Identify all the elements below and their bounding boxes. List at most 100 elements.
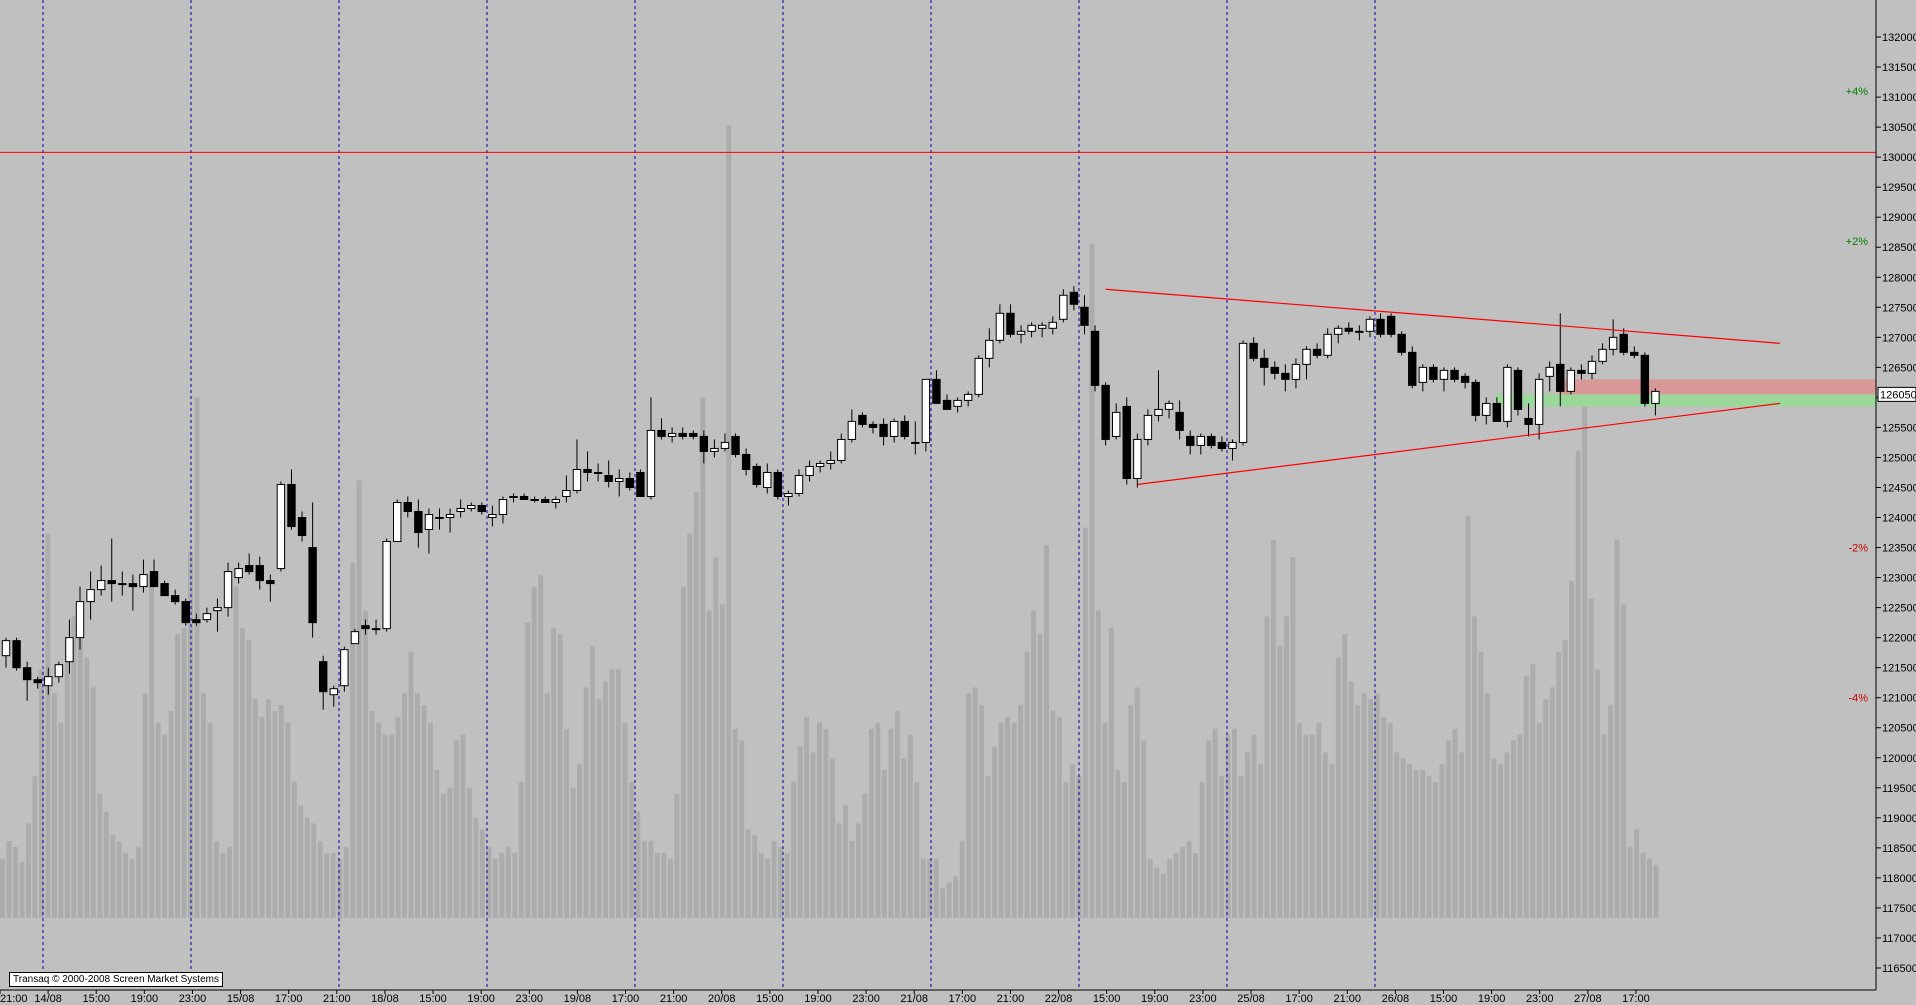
volume-bar xyxy=(849,841,855,918)
candle xyxy=(1608,319,1618,356)
volume-bar xyxy=(641,841,647,918)
x-tick-label: 23:00 xyxy=(1526,993,1554,1005)
green-band xyxy=(1495,394,1876,407)
volume-bar xyxy=(285,722,291,918)
volume-bar xyxy=(291,781,297,918)
candle-body xyxy=(667,432,677,437)
volume-bar xyxy=(953,876,959,918)
volume-bar xyxy=(1309,734,1315,918)
candle xyxy=(551,496,561,509)
volume-bar xyxy=(687,533,693,918)
volume-bar xyxy=(213,841,219,918)
volume-bar xyxy=(531,586,537,918)
volume-bar xyxy=(259,716,265,918)
candle-body xyxy=(572,468,582,491)
x-tick-label: 27/08 xyxy=(1574,993,1602,1005)
candle xyxy=(1524,403,1533,437)
candle xyxy=(646,397,656,500)
volume-bar xyxy=(590,645,596,918)
candle xyxy=(477,502,486,515)
candle-body xyxy=(54,664,64,678)
candle-body xyxy=(118,583,127,586)
candle xyxy=(1101,382,1110,446)
volume-bar xyxy=(706,610,712,918)
y-tick-label: 117000 xyxy=(1882,933,1916,945)
candle-body xyxy=(1111,411,1121,437)
y-tick-label: 130500 xyxy=(1882,122,1916,134)
y-tick-label: 117500 xyxy=(1882,903,1916,915)
y-tick-label: 128500 xyxy=(1882,242,1916,254)
candle-body xyxy=(1101,384,1110,440)
candle xyxy=(44,667,53,695)
volume-bar xyxy=(265,699,271,918)
candle-body xyxy=(1471,381,1480,416)
candle-body xyxy=(1492,402,1502,422)
candle xyxy=(1460,373,1470,389)
volume-bar xyxy=(239,628,245,918)
day-separators xyxy=(42,0,1376,990)
volume-bar xyxy=(499,852,505,918)
y-tick-label: 124000 xyxy=(1882,513,1916,525)
volume-bar xyxy=(1484,693,1490,918)
volume-bar xyxy=(797,746,803,918)
candle xyxy=(1037,322,1047,338)
candle xyxy=(763,463,772,494)
candle-body xyxy=(223,571,233,609)
volume-bar xyxy=(881,770,887,918)
candle-body xyxy=(1513,369,1523,410)
volume-bar xyxy=(888,728,894,918)
candle-body xyxy=(868,423,878,428)
volume-bar xyxy=(1575,450,1581,918)
volume-bar xyxy=(1322,752,1328,918)
volume-bar xyxy=(1588,598,1594,918)
x-tick-label: 17:00 xyxy=(612,993,640,1005)
x-tick-label: 22/08 xyxy=(1045,993,1073,1005)
candle-body xyxy=(773,471,783,497)
candle xyxy=(1270,361,1279,380)
volume-bar xyxy=(1056,716,1062,918)
candle-body xyxy=(340,649,349,687)
candle-body xyxy=(932,378,941,404)
candle-body xyxy=(1016,330,1026,335)
candle-body xyxy=(1651,390,1660,404)
candle xyxy=(1238,340,1248,446)
candle-body xyxy=(805,465,814,476)
y-tick-label: 121000 xyxy=(1882,693,1916,705)
volume-bar xyxy=(311,823,317,918)
candle-body xyxy=(720,441,730,449)
candle xyxy=(371,619,381,635)
x-tick-label: 21:00 xyxy=(1333,993,1361,1005)
x-tick-label: 19/08 xyxy=(564,993,592,1005)
candle xyxy=(308,502,317,638)
volume-bar xyxy=(1134,687,1140,918)
volume-bar xyxy=(304,817,310,918)
candle xyxy=(1154,370,1163,422)
volume-bar xyxy=(337,858,343,918)
volume-bar xyxy=(1569,580,1575,918)
candle-body xyxy=(1302,348,1311,365)
volume-bar xyxy=(129,858,135,918)
candle-body xyxy=(139,574,148,588)
candle xyxy=(149,559,159,588)
candle-body xyxy=(1587,360,1597,374)
candle-body xyxy=(1365,318,1375,332)
candle-body xyxy=(953,399,962,407)
volume-bar xyxy=(791,781,797,918)
candle xyxy=(615,469,624,497)
candle-body xyxy=(1334,327,1343,335)
percent-markers: +4% +2% -2% -4% xyxy=(1846,86,1869,705)
candle xyxy=(244,553,254,575)
x-tick-label: 21/08 xyxy=(900,993,928,1005)
volume-bar xyxy=(330,852,336,918)
volume-bar xyxy=(564,728,570,918)
volume-bar xyxy=(272,711,278,918)
candle xyxy=(1080,295,1089,335)
volume-bar xyxy=(1089,243,1095,918)
candle xyxy=(456,499,465,518)
volume-bar xyxy=(77,610,83,918)
volume-bar xyxy=(771,841,777,918)
candle-body xyxy=(1566,369,1576,392)
volume-bar xyxy=(492,858,498,918)
x-tick-label: 23:00 xyxy=(516,993,544,1005)
